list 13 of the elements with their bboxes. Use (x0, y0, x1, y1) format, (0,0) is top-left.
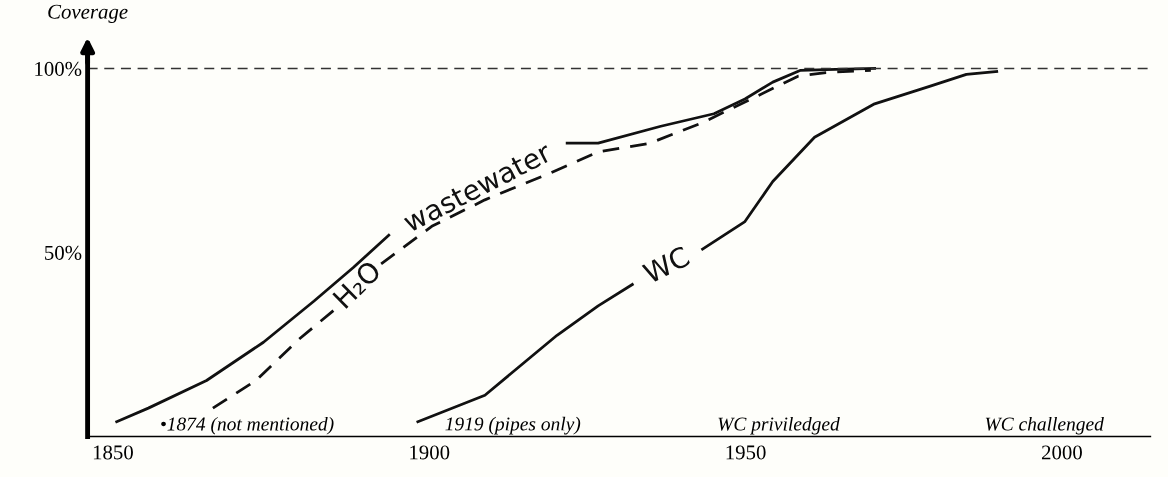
x-tick-label: 1850 (93, 445, 133, 460)
annotation: WC challenged (985, 416, 1104, 435)
text: WC (641, 245, 691, 285)
y-tick-label: 50% (45, 245, 82, 260)
annotation: •1874 (not mentioned) (161, 416, 334, 435)
x-tick-label: 1900 (410, 445, 450, 460)
text: H₂O (332, 259, 383, 310)
x-tick-label: 2000 (1041, 445, 1082, 460)
x-tick-label: 1950 (726, 445, 766, 460)
annotation: 1919 (pipes only) (445, 416, 581, 435)
y-tick-label: 100% (35, 61, 82, 76)
y-axis-title: Coverage (48, 4, 128, 24)
annotation: WC priviledged (718, 416, 840, 435)
